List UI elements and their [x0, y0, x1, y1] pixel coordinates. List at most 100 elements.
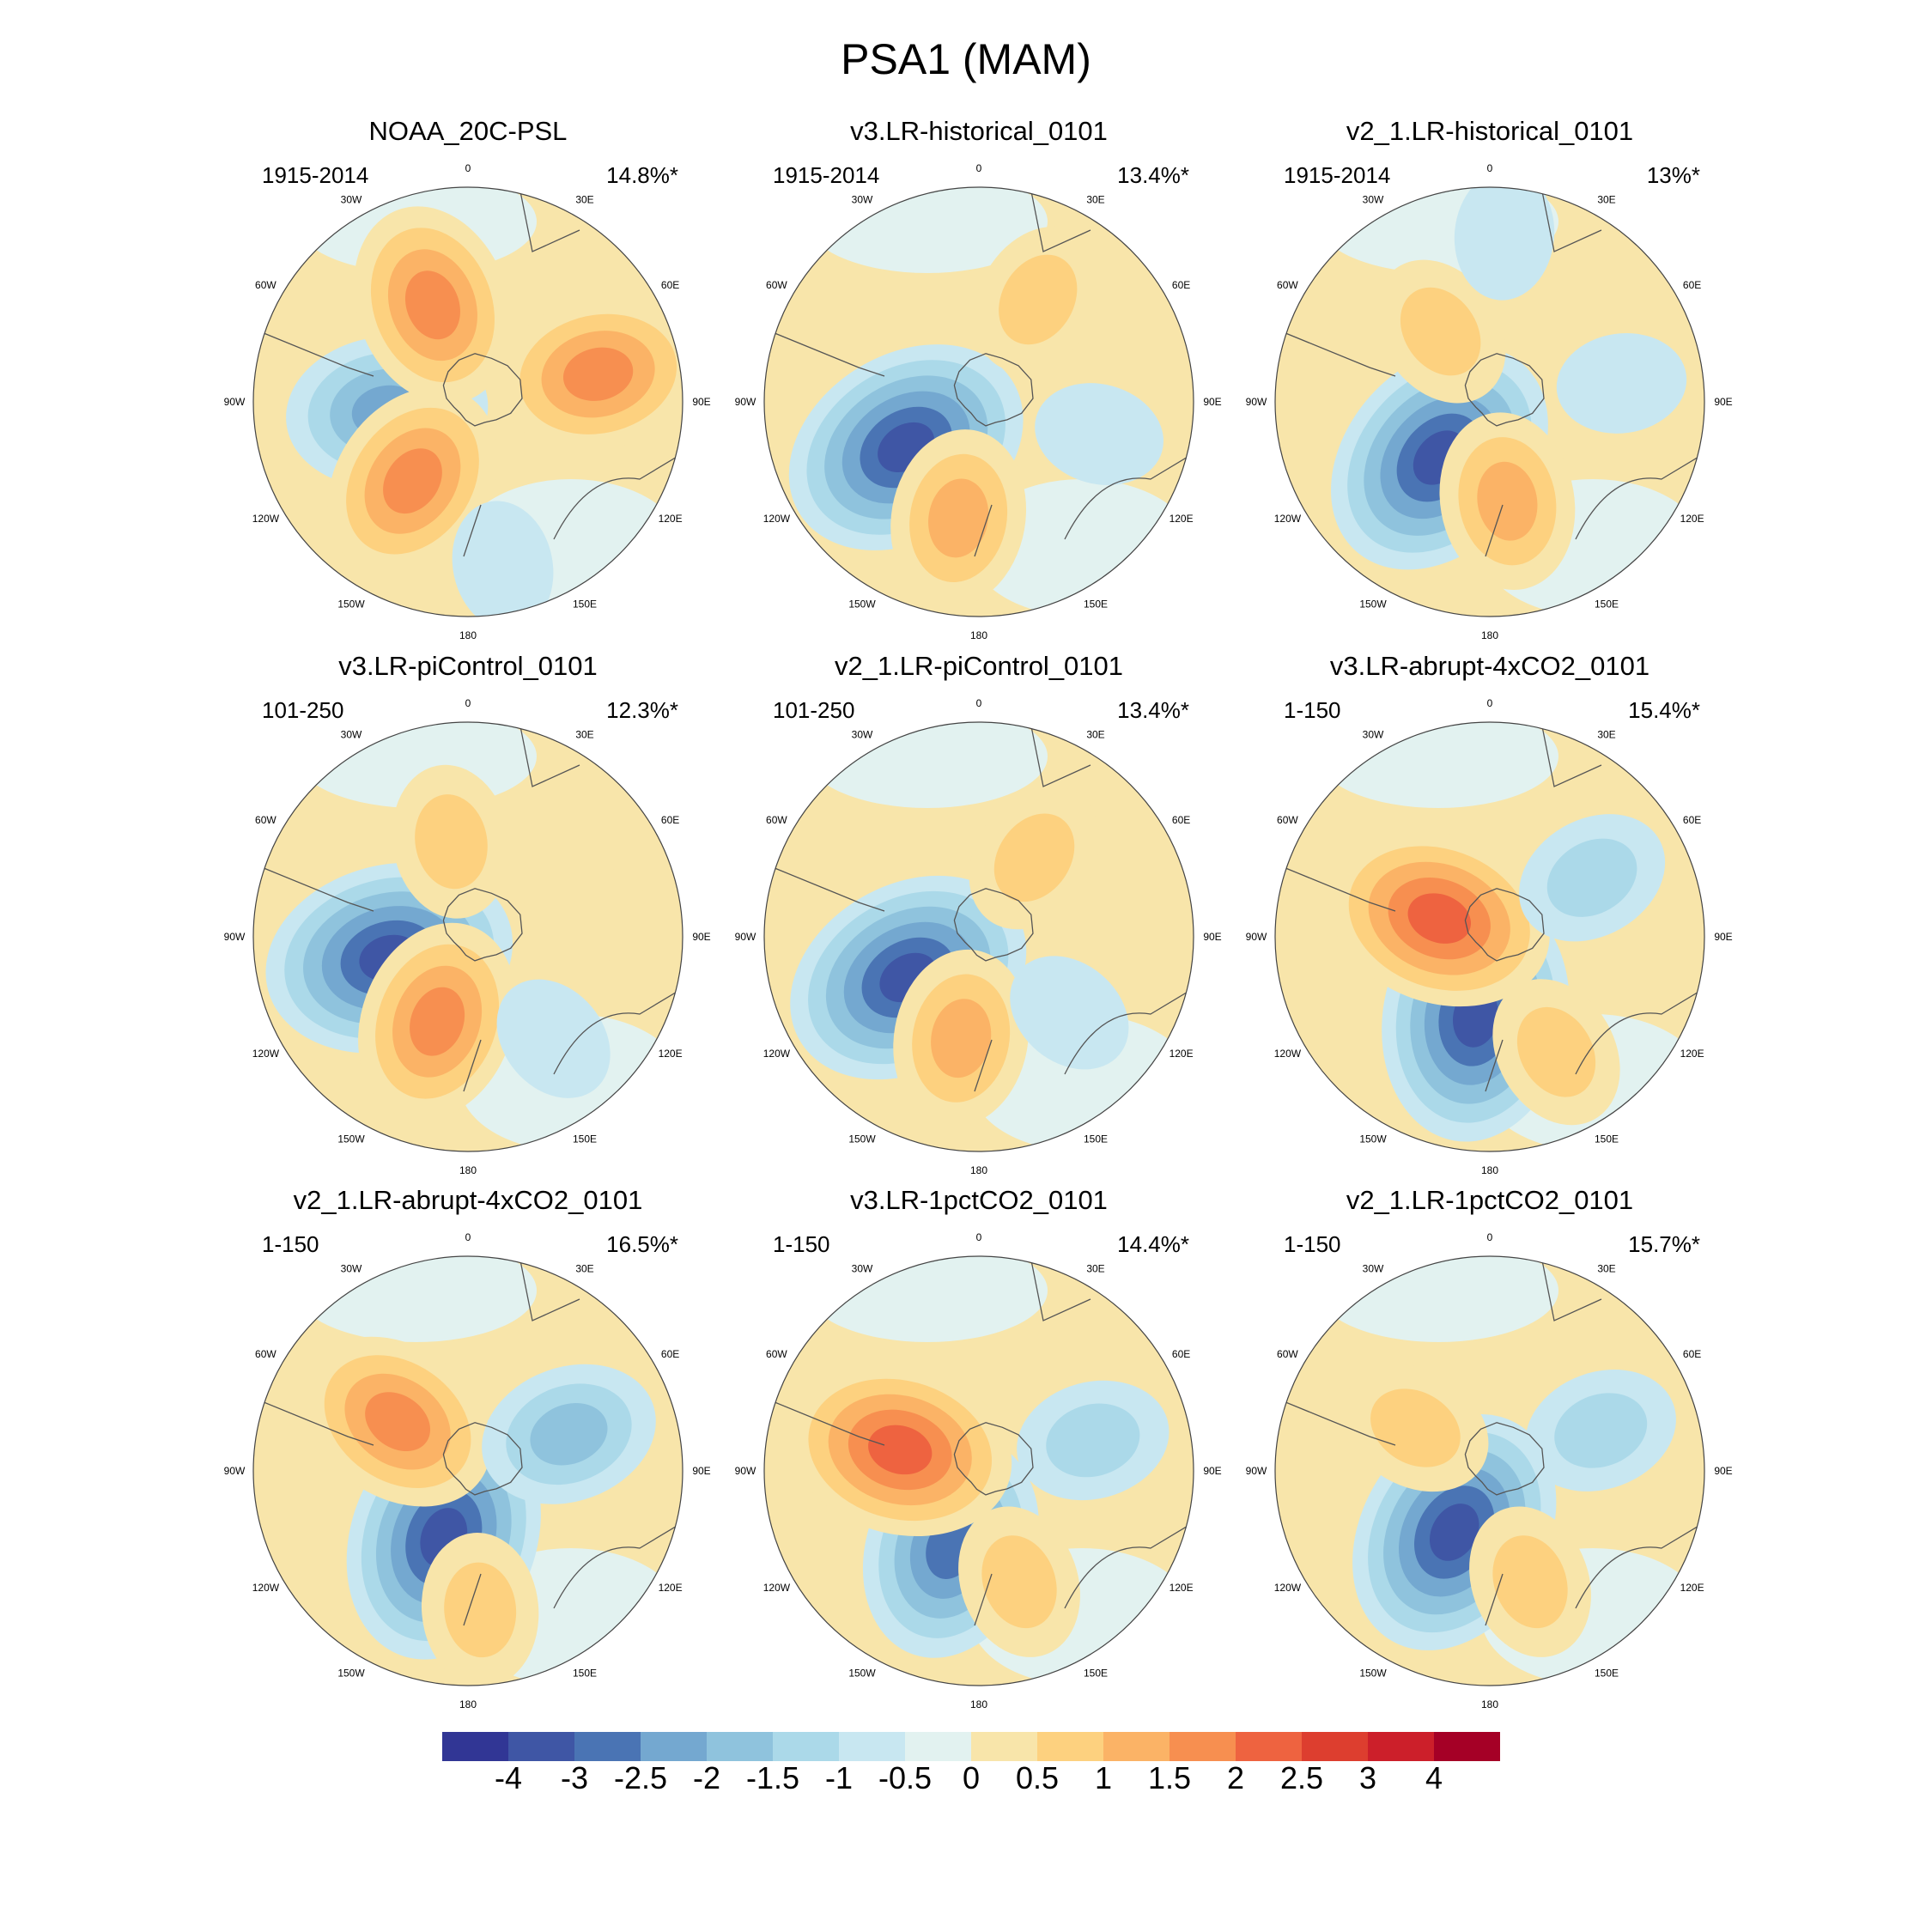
africa-coastline	[1540, 1256, 1602, 1321]
longitude-label: 60W	[255, 279, 276, 291]
positive-anomaly-center	[392, 764, 511, 919]
africa-coastline	[519, 187, 580, 252]
longitude-label: 180	[970, 1698, 987, 1710]
polar-map: 0 30E 60E 90E 120E 150E 180 150W 120W 90W 60W 30W	[735, 697, 1222, 1176]
colorbar-tick-label: 2.5	[1279, 1760, 1324, 1795]
contour-band	[1370, 1388, 1461, 1467]
panel-variance: 15.7%*	[1628, 1231, 1700, 1257]
longitude-label: 120E	[1680, 1582, 1704, 1594]
new-zealand-coastline	[1485, 1039, 1504, 1092]
longitude-label: 150W	[337, 598, 365, 611]
positive-anomaly-center	[1439, 412, 1576, 591]
map-panel: v2_1.LR-abrupt-4xCO2_0101 1-150 16.5%* 0 30E…	[210, 1185, 726, 1717]
longitude-label: 0	[976, 1231, 982, 1243]
panel-variance: 14.4%*	[1117, 1231, 1189, 1257]
australia-coastline	[553, 453, 683, 540]
positive-anomaly-center	[788, 1363, 1012, 1537]
antarctica-coastline	[953, 353, 1034, 427]
map-boundary	[1274, 721, 1705, 1152]
longitude-label: 150W	[848, 598, 876, 611]
longitude-label: 120W	[1274, 1582, 1302, 1594]
longitude-label: 30W	[341, 1262, 362, 1274]
near-zero-region	[1318, 722, 1558, 808]
map-panel: v2_1.LR-1pctCO2_0101 1-150 15.7%* 0 30E 60E 90…	[1232, 1185, 1747, 1717]
positive-anomaly-center	[358, 922, 517, 1121]
australia-coastline	[1575, 453, 1704, 540]
australia-coastline	[553, 1522, 683, 1609]
antarctica-coastline	[953, 1422, 1034, 1496]
colorbar-tick-label: -1	[824, 1760, 854, 1795]
colorbar-swatch	[773, 1732, 840, 1761]
colorbar-swatch	[508, 1732, 575, 1761]
africa-coastline	[519, 1256, 580, 1321]
negative-anomaly-center	[1035, 383, 1163, 485]
positive-anomaly-center	[974, 226, 1102, 373]
polar-map: 0 30E 60E 90E 120E 150E 180 150W 120W 90W 60W 30W	[224, 697, 711, 1176]
longitude-label: 90E	[692, 1465, 710, 1477]
contour-band	[1046, 1403, 1140, 1478]
contour-band	[999, 254, 1078, 345]
longitude-label: 0	[465, 697, 471, 709]
longitude-label: 120W	[252, 1048, 280, 1060]
antarctica-coastline	[1464, 888, 1545, 962]
longitude-label: 60W	[1277, 814, 1298, 826]
map-panel: v3.LR-abrupt-4xCO2_0101 1-150 15.4%* 0 30E 60…	[1232, 651, 1747, 1183]
colorbar-tick-label: -2	[692, 1760, 721, 1795]
australia-coastline	[1575, 987, 1704, 1075]
new-zealand-coastline	[974, 1573, 993, 1626]
polar-map: 0 30E 60E 90E 120E 150E 180 150W 120W 90W 60W 30W	[735, 162, 1222, 641]
contour-band	[868, 1425, 933, 1475]
longitude-label: 150W	[1359, 598, 1387, 611]
africa-coastline	[1540, 722, 1602, 787]
south-america-coastline	[764, 328, 885, 377]
new-zealand-coastline	[1485, 504, 1504, 557]
contour-band	[1477, 461, 1538, 541]
contour-band	[496, 979, 611, 1098]
longitude-label: 60E	[1172, 279, 1190, 291]
colorbar-tick-label: 4	[1425, 1760, 1443, 1795]
south-america-coastline	[253, 328, 374, 377]
contour-band	[1429, 1504, 1479, 1561]
map-panel: v2_1.LR-piControl_0101 101-250 13.4%* 0 30E 6…	[721, 651, 1236, 1183]
africa-coastline	[1030, 1256, 1091, 1321]
antarctica-coastline	[1464, 1422, 1545, 1496]
longitude-label: 30W	[852, 728, 873, 740]
longitude-label: 60W	[766, 279, 787, 291]
longitude-label: 120W	[763, 513, 791, 525]
south-america-coastline	[1275, 1397, 1396, 1446]
longitude-label: 180	[970, 629, 987, 641]
contour-band	[1407, 893, 1471, 944]
map-panel: v3.LR-piControl_0101 101-250 12.3%* 0 30E 60E…	[210, 651, 726, 1183]
longitude-label: 150E	[573, 1133, 597, 1145]
colorbar-swatch	[574, 1732, 641, 1761]
south-america-coastline	[1275, 863, 1396, 912]
colorbar-tick-label: 3	[1358, 1760, 1377, 1795]
longitude-label: 60W	[766, 1348, 787, 1360]
positive-anomaly-center	[421, 1533, 539, 1686]
longitude-label: 90W	[1246, 396, 1267, 408]
positive-anomaly-center	[890, 429, 1027, 607]
longitude-label: 0	[465, 162, 471, 174]
longitude-label: 120E	[1170, 1048, 1194, 1060]
panel-variance: 13.4%*	[1117, 697, 1189, 723]
longitude-label: 60E	[1683, 814, 1701, 826]
longitude-label: 30W	[1363, 193, 1384, 205]
longitude-label: 120W	[252, 1582, 280, 1594]
map-boundary	[1274, 1255, 1705, 1686]
contour-band	[444, 1562, 517, 1658]
longitude-label: 30E	[575, 193, 593, 205]
panel-variance: 13%*	[1646, 162, 1700, 188]
longitude-label: 120E	[659, 513, 683, 525]
colorbar-tick-label: 1	[1094, 1760, 1113, 1795]
figure-title: PSA1 (MAM)	[841, 35, 1091, 83]
longitude-label: 120W	[1274, 1048, 1302, 1060]
longitude-label: 30W	[852, 193, 873, 205]
colorbar-swatch	[1037, 1732, 1104, 1761]
contour-band	[1546, 838, 1637, 917]
longitude-label: 30W	[1363, 1262, 1384, 1274]
panel-variance: 16.5%*	[606, 1231, 678, 1257]
panel-title: v3.LR-piControl_0101	[338, 651, 598, 681]
longitude-label: 30E	[1086, 193, 1104, 205]
longitude-label: 60E	[1683, 1348, 1701, 1360]
positive-anomaly-center	[1328, 830, 1550, 1007]
